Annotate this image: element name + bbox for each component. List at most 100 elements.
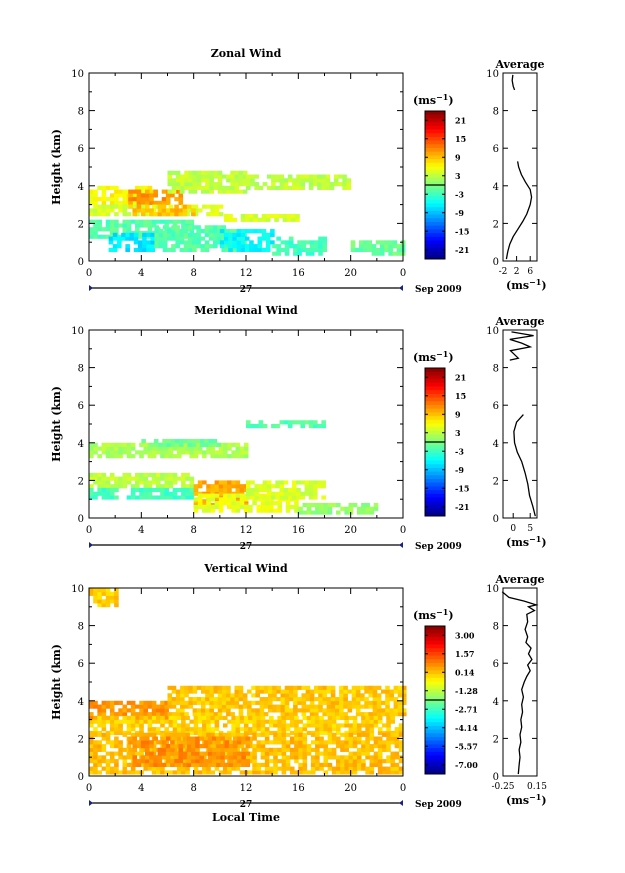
heatmap-cell [112, 232, 118, 237]
heatmap-cell [361, 510, 366, 515]
heatmap-cell [89, 751, 94, 756]
heatmap-cell [136, 189, 142, 194]
heatmap-cell [235, 504, 241, 509]
heatmap-cell [205, 708, 210, 713]
heatmap-cell [360, 693, 365, 698]
heatmap-cell [208, 442, 213, 447]
heatmap-cell [239, 504, 245, 509]
heatmap-cell [394, 740, 400, 745]
heatmap-cell [365, 740, 370, 745]
heatmap-cell [186, 740, 192, 745]
heatmap-cell [234, 700, 240, 705]
heatmap-cell [276, 704, 281, 709]
y-tick-label: 2 [78, 476, 84, 487]
heatmap-cell [241, 740, 246, 745]
heatmap-cell [377, 715, 383, 720]
heatmap-cell [89, 454, 94, 459]
heatmap-cell [158, 240, 164, 245]
heatmap-cell [248, 727, 253, 732]
heatmap-cell [89, 770, 94, 775]
heatmap-cell [109, 712, 115, 717]
heatmap-cell [204, 247, 210, 252]
colorbar-band [425, 471, 445, 476]
colorbar-band [425, 416, 445, 421]
panel-title: Zonal Wind [211, 47, 282, 60]
heatmap-cell [160, 712, 165, 717]
heatmap-cell [178, 744, 184, 749]
heatmap-cell [186, 755, 192, 760]
heatmap-cell [114, 770, 119, 775]
heatmap-cell [253, 229, 258, 234]
heatmap-cell [322, 708, 327, 713]
heatmap-cell [160, 446, 165, 451]
heatmap-cell [318, 244, 323, 249]
heatmap-cell [97, 704, 102, 709]
heatmap-cell [193, 508, 199, 513]
heatmap-cell [252, 736, 257, 741]
heatmap-cell [315, 510, 320, 515]
heatmap-cell [151, 708, 157, 713]
heatmap-cell [336, 730, 341, 736]
colorbar-band [425, 725, 445, 731]
heatmap-cell [277, 719, 282, 724]
heatmap-cell [296, 491, 301, 496]
heatmap-cell [97, 759, 102, 764]
colorbar-band [425, 159, 445, 164]
heatmap-cell [168, 480, 174, 485]
heatmap-cell [343, 689, 348, 694]
heatmap-cell [179, 442, 184, 447]
heatmap-cell [356, 510, 362, 515]
heatmap-cell [369, 744, 375, 749]
heatmap-cell [118, 755, 123, 760]
heatmap-cell [310, 502, 316, 508]
heatmap-cell [197, 732, 203, 737]
heatmap-cell [224, 762, 230, 767]
heatmap-cell [174, 197, 179, 202]
heatmap-cell [227, 487, 232, 493]
heatmap-cell [114, 588, 119, 593]
heatmap-cell [122, 227, 128, 232]
heatmap-cell [89, 487, 94, 493]
heatmap-cell [105, 208, 111, 213]
heatmap-cell [164, 700, 169, 705]
heatmap-cell [271, 491, 276, 496]
heatmap-cell [210, 727, 215, 732]
heatmap-cell [114, 200, 119, 205]
heatmap-cell [105, 476, 111, 481]
heatmap-cell [293, 712, 298, 717]
heatmap-cell [222, 736, 228, 741]
profile-frame [502, 72, 538, 262]
heatmap-cell [266, 495, 272, 500]
heatmap-cell [230, 185, 235, 190]
heatmap-cell [101, 591, 107, 596]
heatmap-cell [336, 723, 341, 728]
heatmap-cell [189, 450, 195, 455]
colorbar-band [425, 666, 445, 671]
heatmap-cell [279, 174, 285, 179]
heatmap-cell [285, 762, 291, 767]
heatmap-cell [302, 766, 308, 771]
heatmap-cell [275, 491, 280, 496]
heatmap-cell [376, 693, 382, 698]
heatmap-cell [114, 204, 119, 209]
x-tick-label: 0 [86, 783, 92, 794]
heatmap-cell [175, 693, 181, 698]
heatmap-cell [214, 719, 220, 724]
profile-y-tick-label: 0 [493, 257, 499, 268]
heatmap-cell [272, 244, 277, 249]
heatmap-cell [89, 476, 94, 481]
heatmap-cell [393, 697, 399, 702]
heatmap-cell [379, 240, 385, 245]
heatmap-cell [255, 700, 261, 705]
heatmap-cell [285, 747, 291, 752]
heatmap-cell [236, 232, 242, 237]
heatmap-cell [260, 723, 266, 728]
heatmap-cell [234, 170, 240, 175]
heatmap-cell [283, 495, 289, 500]
heatmap-cell [153, 212, 158, 217]
heatmap-cell [314, 712, 319, 717]
heatmap-cell [339, 689, 344, 694]
heatmap-cell [114, 484, 119, 489]
heatmap-cell [260, 762, 266, 767]
heatmap-cell [193, 497, 199, 502]
